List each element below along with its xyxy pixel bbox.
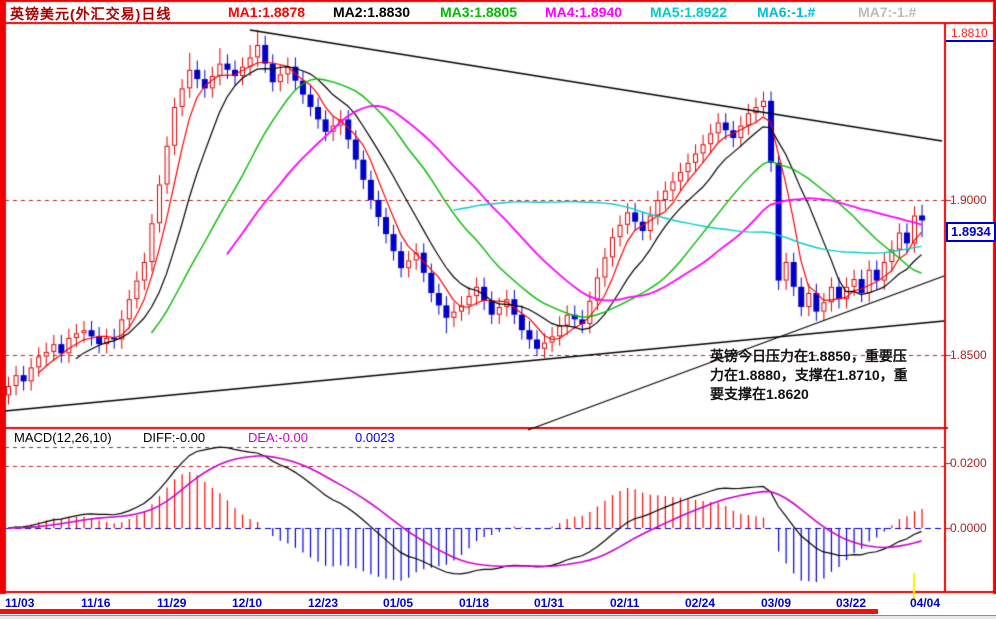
analyst-annotation: 英镑今日压力在1.8850，重要压力在1.8880，支撑在1.8710，重要支撑… xyxy=(710,348,908,402)
ma2-value: MA2:1.8830 xyxy=(333,4,411,20)
ma1-value: MA1:1.8878 xyxy=(228,4,306,20)
status-bar xyxy=(0,615,996,619)
date-tick-1: 11/16 xyxy=(81,596,111,610)
date-tick-9: 02/24 xyxy=(685,596,716,610)
date-tick-10: 03/09 xyxy=(761,596,792,610)
date-tick-7: 01/31 xyxy=(534,596,565,610)
page-title: 英镑美元(外汇交易)日线 xyxy=(10,6,172,22)
date-tick-12: 04/04 xyxy=(910,596,941,610)
axis-high-label: 1.8810 xyxy=(951,26,988,40)
axis-label-1.8500: 1.8500 xyxy=(950,348,987,362)
macd-diff-value: DIFF:-0.00 xyxy=(143,430,206,445)
current-price-badge: 1.8934 xyxy=(946,222,996,242)
axis-label-1.9000: 1.9000 xyxy=(950,193,987,207)
macd-bar-value: 0.0023 xyxy=(355,430,395,445)
ma3-value: MA3:1.8805 xyxy=(440,4,518,20)
date-tick-4: 12/23 xyxy=(308,596,339,610)
macd-dea-value: DEA:-0.00 xyxy=(248,430,308,445)
date-tick-5: 01/05 xyxy=(383,596,414,610)
date-tick-6: 01/18 xyxy=(459,596,490,610)
ma4-value: MA4:1.8940 xyxy=(545,4,623,20)
ma5-value: MA5:1.8922 xyxy=(650,4,728,20)
date-tick-8: 02/11 xyxy=(610,596,640,610)
date-tick-3: 12/10 xyxy=(232,596,263,610)
ma7-value: MA7:-1.# xyxy=(858,4,917,20)
date-tick-2: 11/29 xyxy=(157,596,187,610)
high-marker-line xyxy=(946,40,994,42)
macd-indicator-name: MACD(12,26,10) xyxy=(14,430,112,445)
ma6-value: MA6:-1.# xyxy=(757,4,816,20)
date-tick-11: 03/22 xyxy=(836,596,867,610)
macd-axis-label-zero: 0.0000 xyxy=(950,521,987,535)
date-tick-0: 11/03 xyxy=(5,596,35,610)
horizontal-scrollbar[interactable] xyxy=(0,609,878,614)
macd-axis-label-high: 0.0200 xyxy=(950,456,987,470)
